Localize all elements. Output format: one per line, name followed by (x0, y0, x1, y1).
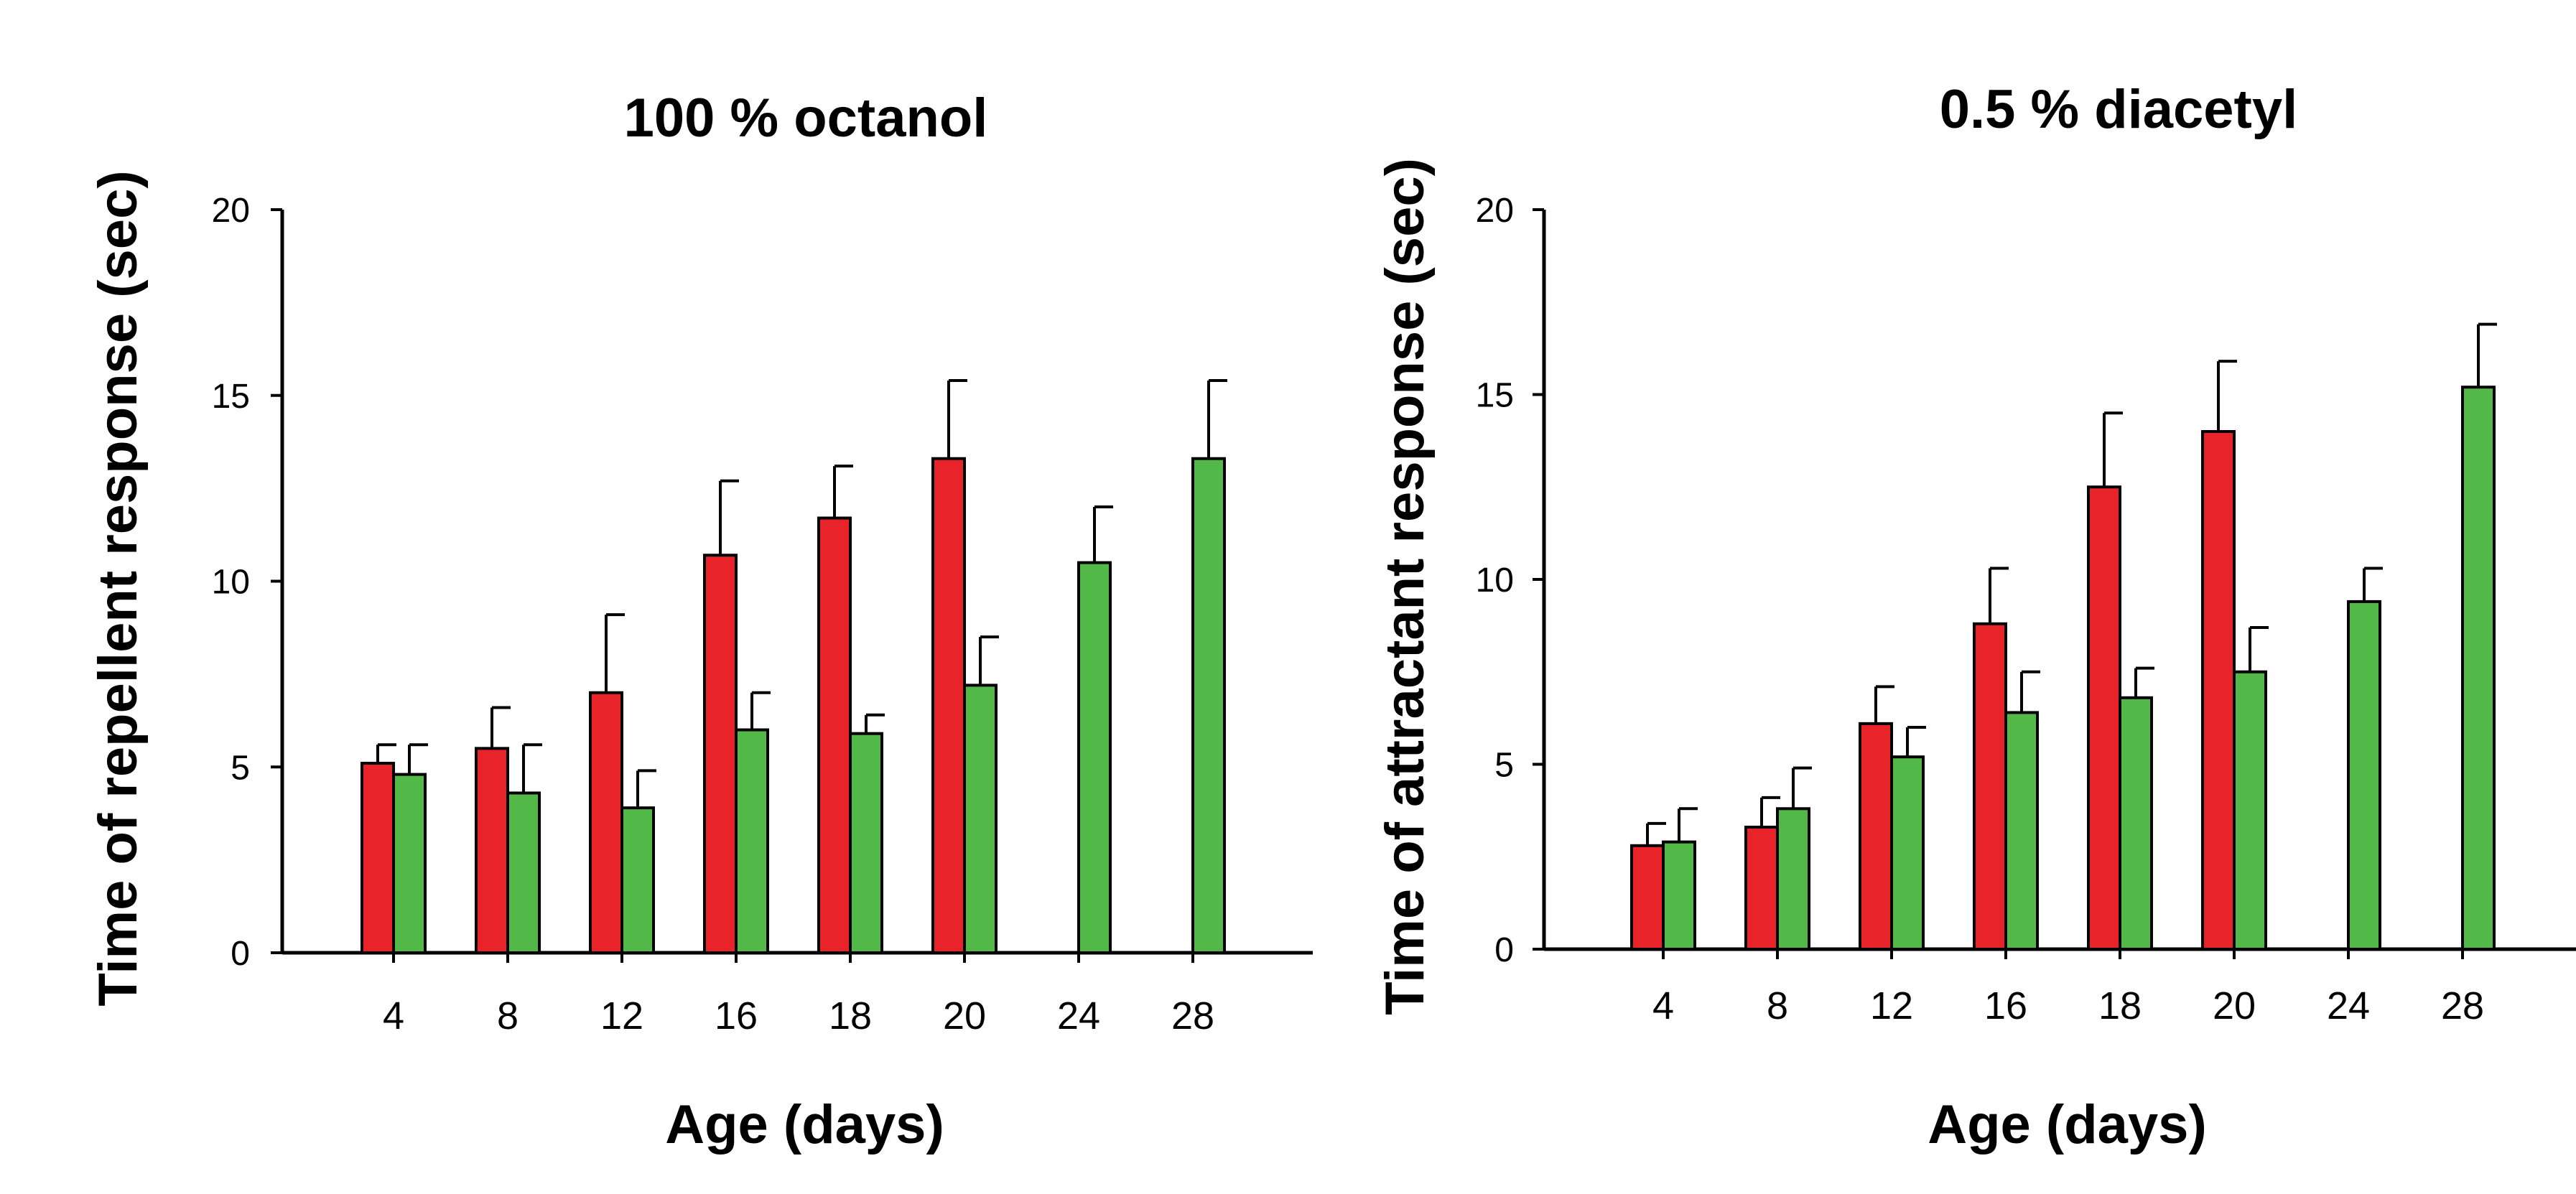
diacetyl-bar (1630, 844, 1665, 951)
diacetyl-bar (1890, 755, 1925, 951)
diacetyl-chart-title: 0.5 % diacetyl (1940, 79, 2298, 140)
octanol-bar (361, 762, 395, 954)
diacetyl-bar (2233, 670, 2267, 951)
octanol-bar (703, 554, 738, 954)
chart-panel-octanol: 100 % octanol Time of repellent response … (88, 88, 1313, 1155)
diacetyl-y-tick-label: 0 (1494, 931, 1514, 969)
diacetyl-y-tick-label: 10 (1476, 561, 1514, 600)
octanol-y-axis-label: Time of repellent response (sec) (88, 170, 149, 1006)
diacetyl-bar (2461, 386, 2496, 951)
octanol-y-tick-label: 10 (212, 564, 250, 602)
diacetyl-bar (1744, 826, 1779, 951)
octanol-x-tick-label: 16 (715, 994, 758, 1037)
octanol-y-tick-label: 15 (212, 378, 250, 416)
diacetyl-y-tick-label: 20 (1476, 192, 1514, 230)
diacetyl-x-tick-label: 12 (1870, 984, 1913, 1027)
diacetyl-y-tick-label: 5 (1494, 747, 1514, 785)
diacetyl-bar (1662, 840, 1696, 951)
octanol-x-tick-label: 4 (383, 994, 404, 1037)
diacetyl-x-tick-label: 16 (1984, 984, 2027, 1027)
octanol-x-tick-label: 20 (943, 994, 986, 1037)
diacetyl-y-axis-label: Time of attractant response (sec) (1375, 158, 1436, 1015)
diacetyl-bar (2347, 600, 2381, 951)
diacetyl-bar (1859, 722, 1893, 951)
octanol-y-tick-label: 0 (231, 935, 250, 973)
octanol-bar (817, 516, 852, 954)
octanol-bar (849, 732, 883, 954)
diacetyl-x-axis-label: Age (days) (1928, 1094, 2207, 1155)
octanol-x-tick-label: 18 (829, 994, 872, 1037)
octanol-bar (1077, 561, 1112, 954)
diacetyl-x-tick-label: 4 (1652, 984, 1674, 1027)
chart-panel-diacetyl: 0.5 % diacetyl Time of attractant respons… (1375, 79, 2576, 1155)
diacetyl-x-tick-label: 18 (2098, 984, 2142, 1027)
octanol-bar (589, 691, 623, 954)
diacetyl-x-tick-label: 24 (2327, 984, 2370, 1027)
octanol-x-axis-label: Age (days) (665, 1094, 944, 1155)
diacetyl-bar (2119, 696, 2153, 951)
diacetyl-x-tick-label: 28 (2441, 984, 2484, 1027)
octanol-y-tick-label: 5 (231, 749, 250, 787)
diacetyl-bar (1776, 807, 1810, 951)
octanol-x-tick-label: 28 (1171, 994, 1214, 1037)
octanol-bar (931, 457, 966, 954)
diacetyl-bar (2201, 430, 2236, 951)
diacetyl-x-tick-label: 8 (1767, 984, 1788, 1027)
octanol-x-tick-label: 24 (1057, 994, 1100, 1037)
octanol-bar (735, 728, 769, 954)
octanol-chart-title: 100 % octanol (624, 88, 988, 149)
octanol-bar (620, 806, 655, 955)
octanol-bar (1191, 457, 1226, 954)
octanol-bar (506, 791, 541, 954)
diacetyl-bar (2004, 711, 2039, 951)
octanol-y-tick-label: 20 (212, 192, 250, 230)
diacetyl-bar (1973, 622, 2007, 951)
octanol-bar (963, 684, 998, 955)
diacetyl-bar (2087, 485, 2121, 951)
octanol-bar (392, 773, 427, 954)
octanol-bar (475, 747, 509, 954)
diacetyl-x-tick-label: 20 (2213, 984, 2256, 1027)
diacetyl-y-tick-label: 15 (1476, 377, 1514, 415)
octanol-x-tick-label: 8 (497, 994, 519, 1037)
octanol-x-tick-label: 12 (600, 994, 643, 1037)
